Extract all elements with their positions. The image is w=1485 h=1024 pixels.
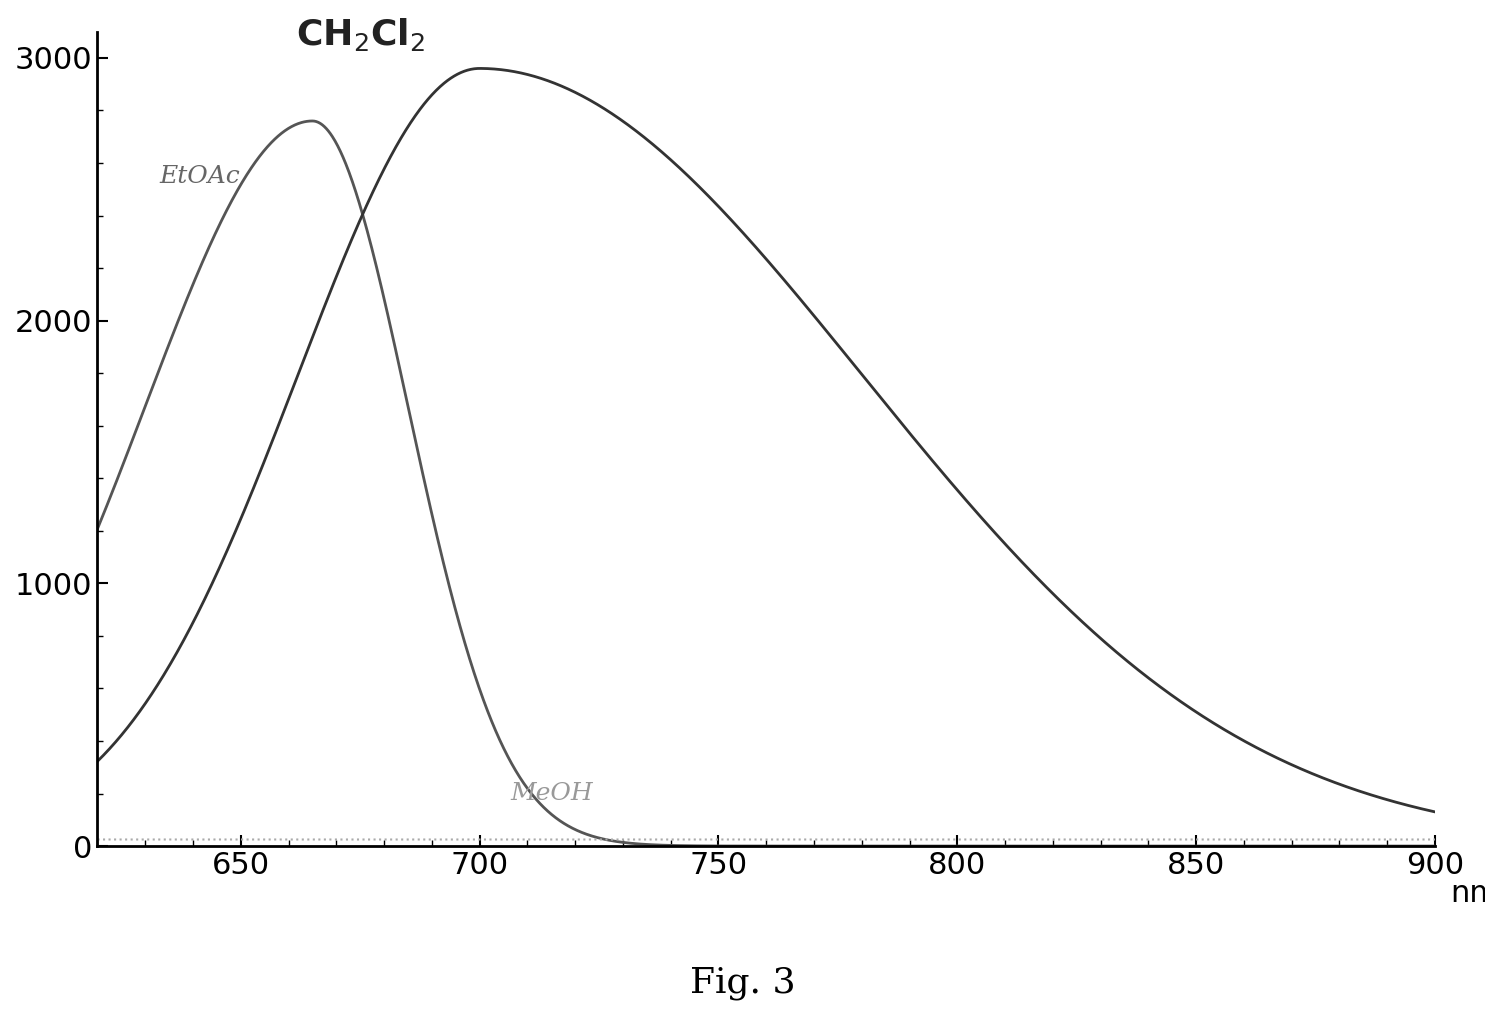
Text: EtOAc: EtOAc xyxy=(159,165,241,187)
Text: Fig. 3: Fig. 3 xyxy=(689,966,796,1000)
Text: MeOH: MeOH xyxy=(509,782,593,805)
Text: CH$_2$Cl$_2$: CH$_2$Cl$_2$ xyxy=(296,15,425,52)
X-axis label: nm: nm xyxy=(1451,879,1485,907)
